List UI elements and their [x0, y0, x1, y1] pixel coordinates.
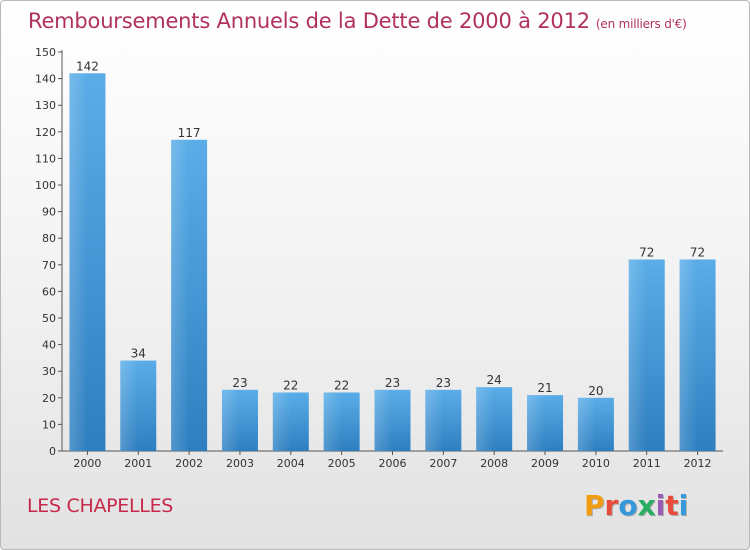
y-tick-label: 70	[42, 259, 56, 272]
x-tick-label: 2000	[73, 457, 101, 470]
data-label: 23	[385, 376, 400, 390]
chart-title-text: Remboursements Annuels de la Dette de 20…	[28, 9, 590, 33]
bar-highlight	[527, 395, 546, 451]
y-tick-label: 120	[35, 126, 56, 139]
x-tick-label: 2009	[531, 457, 559, 470]
bar-highlight	[679, 259, 698, 451]
data-label: 24	[487, 373, 502, 387]
y-tick-label: 90	[42, 206, 56, 219]
chart-unit: (en milliers d'€)	[595, 17, 687, 31]
y-tick-label: 140	[35, 73, 56, 86]
x-tick-label: 2010	[582, 457, 610, 470]
data-label: 117	[178, 126, 201, 140]
x-tick-label: 2008	[480, 457, 508, 470]
bar-highlight	[374, 389, 393, 451]
x-tick-label: 2007	[429, 457, 457, 470]
y-tick-label: 80	[42, 232, 56, 245]
x-tick-label: 2004	[277, 457, 305, 470]
data-label: 20	[588, 384, 603, 398]
bar-highlight	[425, 389, 444, 451]
bar-highlight	[69, 73, 88, 451]
x-tick-label: 2003	[226, 457, 254, 470]
data-label: 23	[436, 376, 451, 390]
data-label: 21	[537, 381, 552, 395]
logo-letter: i	[655, 489, 666, 522]
bar-highlight	[628, 259, 647, 451]
y-tick-label: 20	[42, 392, 56, 405]
data-label: 22	[334, 378, 349, 392]
bar-highlight	[120, 360, 139, 451]
y-tick-label: 130	[35, 99, 56, 112]
bar-highlight	[272, 392, 291, 451]
x-tick-label: 2006	[379, 457, 407, 470]
x-tick-label: 2012	[684, 457, 712, 470]
x-tick-label: 2001	[124, 457, 152, 470]
y-tick-label: 10	[42, 418, 56, 431]
bar-highlight	[323, 392, 342, 451]
y-tick-label: 100	[35, 179, 56, 192]
y-tick-label: 110	[35, 152, 56, 165]
x-tick-label: 2011	[633, 457, 661, 470]
y-tick-label: 30	[42, 365, 56, 378]
bar-highlight	[171, 139, 190, 451]
y-tick-label: 150	[35, 46, 56, 59]
logo-letter: x	[637, 489, 656, 522]
chart-title: Remboursements Annuels de la Dette de 20…	[28, 9, 687, 33]
y-tick-label: 0	[49, 445, 56, 458]
x-tick-label: 2005	[328, 457, 356, 470]
x-tick-label: 2002	[175, 457, 203, 470]
y-tick-label: 50	[42, 312, 56, 325]
data-label: 23	[232, 376, 247, 390]
logo-letter: r	[604, 489, 619, 522]
logo-letter: t	[665, 489, 679, 522]
data-label: 22	[283, 378, 298, 392]
y-tick-label: 60	[42, 285, 56, 298]
data-label: 34	[131, 347, 146, 361]
logo-letter: o	[618, 489, 638, 522]
y-tick-label: 40	[42, 339, 56, 352]
bar-highlight	[577, 397, 596, 451]
logo-letter: i	[678, 489, 689, 522]
data-label: 72	[639, 245, 654, 259]
data-label: 72	[690, 245, 705, 259]
commune-name: LES CHAPELLES	[27, 495, 174, 517]
bar-highlight	[221, 389, 240, 451]
bar-highlight	[476, 387, 495, 451]
proxiti-logo: Proxiti	[584, 489, 688, 522]
logo-letter: P	[584, 489, 605, 522]
data-label: 142	[76, 59, 99, 73]
